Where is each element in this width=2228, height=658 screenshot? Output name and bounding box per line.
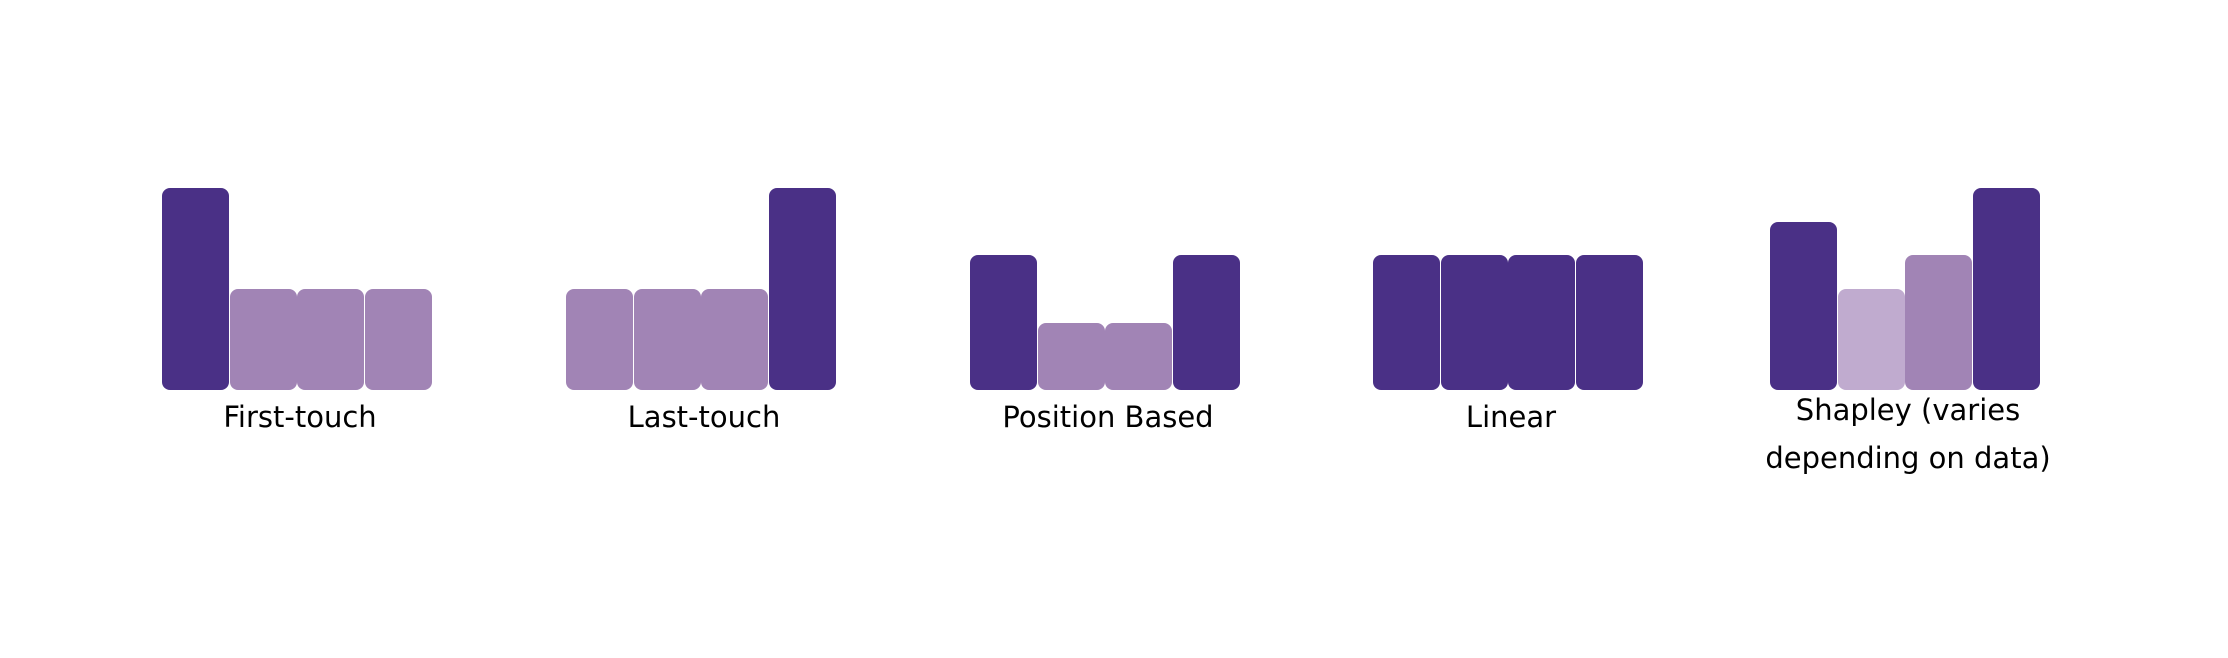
model-label: Last-touch	[627, 400, 781, 434]
model-linear: Linear	[1373, 0, 1649, 658]
model-label: Linear	[1465, 400, 1557, 434]
model-shapley: Shapley (varies depending on data)	[1765, 0, 2051, 658]
bar-4	[1173, 255, 1240, 390]
bar-4	[1973, 188, 2040, 390]
bar-3	[701, 289, 768, 390]
bar-2	[1038, 323, 1105, 390]
model-label: Shapley (varies depending on data)	[1765, 393, 2051, 475]
bar-2	[634, 289, 701, 390]
bar-3	[1905, 255, 1972, 390]
bar-1	[1373, 255, 1440, 390]
bar-4	[769, 188, 836, 390]
model-first-touch: First-touch	[162, 0, 438, 658]
model-label: First-touch	[223, 400, 377, 434]
bar-2	[1838, 289, 1905, 390]
bar-4	[1576, 255, 1643, 390]
bar-2	[1441, 255, 1508, 390]
bar-1	[970, 255, 1037, 390]
bar-2	[230, 289, 297, 390]
model-label: Position Based	[1002, 400, 1214, 434]
model-last-touch: Last-touch	[566, 0, 842, 658]
bar-4	[365, 289, 432, 390]
bar-3	[1105, 323, 1172, 390]
bar-3	[297, 289, 364, 390]
model-position-based: Position Based	[970, 0, 1246, 658]
bar-1	[162, 188, 229, 390]
bar-3	[1508, 255, 1575, 390]
bar-1	[1770, 222, 1837, 390]
bar-1	[566, 289, 633, 390]
